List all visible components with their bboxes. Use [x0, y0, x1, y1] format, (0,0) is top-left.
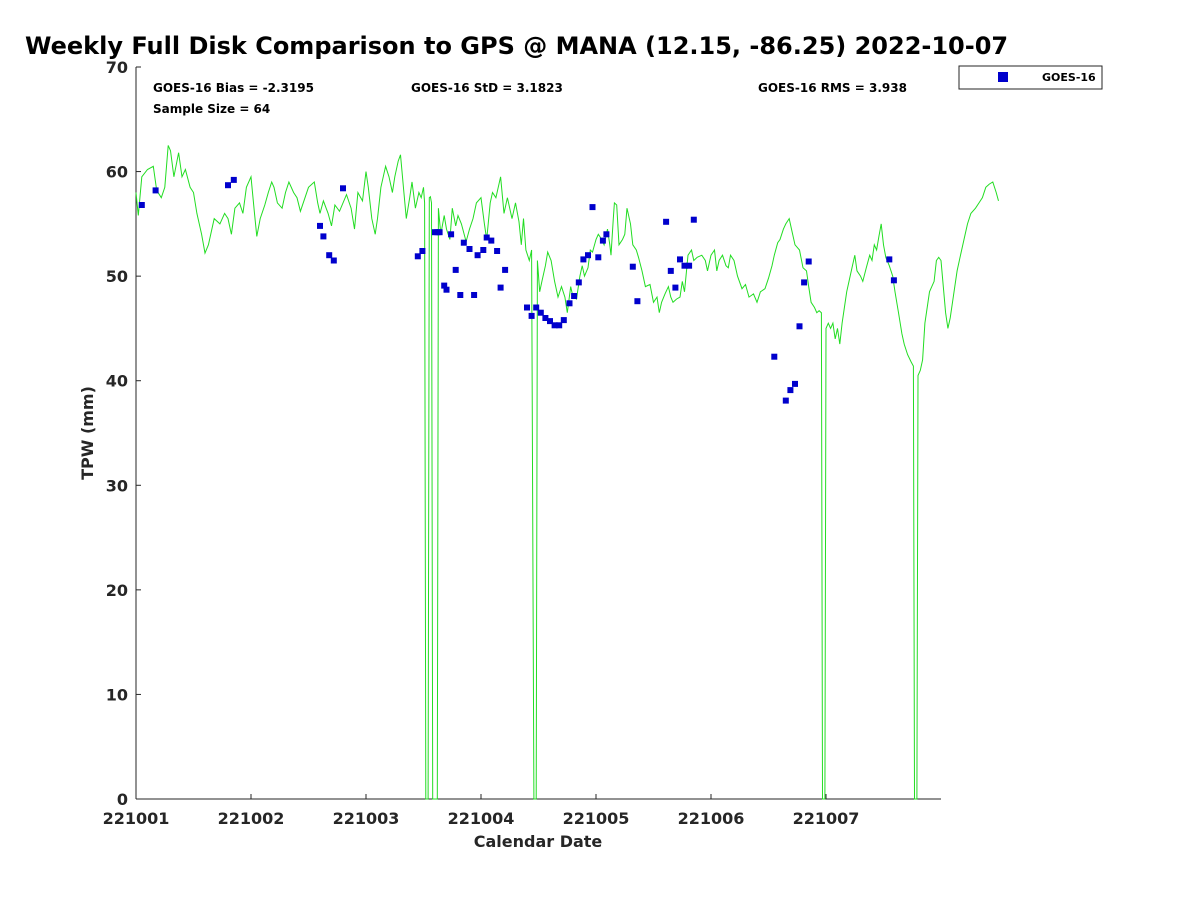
goes-data-point — [436, 229, 443, 236]
goes-data-point — [599, 237, 606, 244]
goes-data-point — [595, 254, 602, 261]
goes-series-points — [138, 176, 897, 404]
goes-data-point — [326, 252, 333, 259]
goes-data-point — [443, 286, 450, 293]
goes-data-point — [474, 252, 481, 259]
x-tick-label: 221003 — [333, 809, 400, 828]
goes-data-point — [690, 216, 697, 223]
y-ticks: 0 10 20 30 40 50 60 70 — [106, 58, 141, 809]
goes-data-point — [452, 266, 459, 273]
legend-label-goes-16: GOES-16 — [1042, 71, 1096, 84]
goes-data-point — [488, 237, 495, 244]
x-axis-label: Calendar Date — [474, 832, 603, 851]
goes-data-point — [138, 202, 145, 208]
goes-data-point — [801, 279, 808, 286]
plot-background — [136, 67, 941, 799]
goes-data-point — [340, 185, 346, 192]
goes-data-point — [787, 387, 794, 394]
goes-data-point — [686, 262, 693, 269]
goes-data-point — [585, 252, 591, 259]
goes-data-point — [466, 246, 473, 252]
x-tick-label: 221006 — [678, 809, 745, 828]
goes-data-point — [575, 279, 582, 286]
plot-area: 0 10 20 30 40 50 60 70 221001 221002 221003 221004… — [103, 58, 999, 828]
y-axis-label: TPW (mm) — [78, 386, 97, 480]
goes-data-point — [448, 231, 455, 238]
goes-data-point — [537, 309, 544, 316]
y-tick-label: 60 — [106, 163, 128, 182]
legend-box — [958, 65, 1103, 90]
goes-data-point — [580, 256, 587, 263]
legend: GOES-16 — [958, 65, 1103, 90]
goes-data-point — [320, 233, 327, 240]
goes-data-point — [566, 300, 573, 307]
goes-data-point — [589, 204, 596, 211]
goes-data-point — [560, 317, 567, 324]
goes-data-point — [681, 262, 688, 269]
goes-data-point — [886, 256, 893, 263]
x-tick-label: 221002 — [218, 809, 285, 828]
goes-data-point — [782, 397, 789, 404]
x-tick-label: 221007 — [793, 809, 860, 828]
y-tick-label: 10 — [106, 685, 128, 704]
goes-data-point — [230, 176, 237, 183]
goes-data-point — [497, 284, 504, 291]
goes-data-point — [796, 323, 803, 330]
goes-data-point — [677, 256, 683, 263]
goes-data-point — [542, 315, 549, 321]
goes-data-point — [225, 182, 231, 189]
goes-data-point — [471, 292, 478, 298]
y-tick-label: 20 — [106, 581, 128, 600]
goes-data-point — [771, 353, 778, 360]
y-tick-label: 0 — [117, 790, 128, 809]
legend-marker-goes-16 — [998, 72, 1008, 82]
goes-data-point — [528, 312, 535, 319]
goes-data-point — [483, 234, 490, 241]
y-tick-label: 40 — [106, 372, 128, 391]
goes-data-point — [663, 218, 670, 225]
x-tick-label: 221004 — [448, 809, 515, 828]
y-tick-label: 30 — [106, 476, 128, 495]
goes-data-point — [603, 231, 610, 238]
goes-data-point — [556, 322, 563, 329]
goes-data-point — [414, 253, 421, 260]
chart-title: Weekly Full Disk Comparison to GPS @ MAN… — [25, 32, 1008, 60]
goes-data-point — [792, 380, 798, 387]
x-ticks: 221001 221002 221003 221004 221005 221006 2210… — [103, 794, 860, 828]
rms-stat: GOES-16 RMS = 3.938 — [758, 81, 907, 95]
goes-data-point — [890, 277, 897, 284]
goes-data-point — [502, 266, 509, 273]
goes-data-point — [494, 248, 501, 254]
goes-data-point — [571, 293, 578, 299]
y-tick-label: 50 — [106, 267, 128, 286]
goes-data-point — [524, 304, 530, 311]
goes-data-point — [419, 248, 426, 254]
goes-data-point — [551, 322, 558, 329]
goes-data-point — [547, 318, 553, 325]
goes-data-point — [460, 239, 467, 246]
goes-data-point — [480, 247, 487, 253]
goes-data-point — [441, 282, 448, 289]
goes-data-point — [317, 222, 323, 229]
x-tick-label: 221005 — [563, 809, 630, 828]
bias-stat: GOES-16 Bias = -2.3195 — [153, 81, 314, 95]
goes-data-point — [330, 257, 337, 264]
sample-size-stat: Sample Size = 64 — [153, 102, 270, 116]
x-tick-label: 221001 — [103, 809, 170, 828]
goes-data-point — [457, 292, 464, 298]
goes-data-point — [634, 298, 641, 305]
goes-data-point — [533, 304, 540, 311]
std-stat: GOES-16 StD = 3.1823 — [411, 81, 563, 95]
goes-data-point — [667, 267, 674, 274]
goes-data-point — [672, 284, 679, 291]
goes-data-point — [629, 263, 636, 270]
goes-data-point — [805, 258, 812, 265]
goes-data-point — [152, 187, 159, 194]
y-tick-label: 70 — [106, 58, 128, 77]
